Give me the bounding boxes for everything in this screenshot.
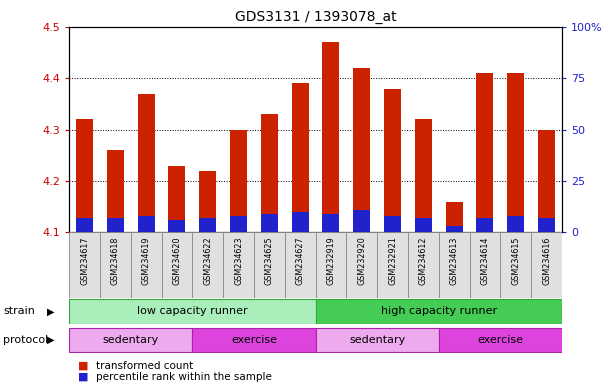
Text: exercise: exercise <box>477 335 523 345</box>
Text: GSM234620: GSM234620 <box>172 236 182 285</box>
Bar <box>291 212 308 232</box>
Bar <box>261 214 278 232</box>
Bar <box>353 68 370 232</box>
Bar <box>501 232 531 298</box>
Bar <box>261 114 278 232</box>
Bar <box>507 216 524 232</box>
Text: GSM234627: GSM234627 <box>296 236 305 285</box>
Text: GSM234612: GSM234612 <box>419 236 428 285</box>
Text: exercise: exercise <box>231 335 277 345</box>
Bar <box>223 232 254 298</box>
Text: GSM234614: GSM234614 <box>480 236 489 285</box>
Text: sedentary: sedentary <box>103 335 159 345</box>
Bar <box>408 232 439 298</box>
Bar <box>291 83 308 232</box>
Bar <box>192 328 316 353</box>
Bar <box>316 232 346 298</box>
Bar <box>69 328 192 353</box>
Text: low capacity runner: low capacity runner <box>137 306 248 316</box>
Bar <box>138 94 154 232</box>
Bar <box>538 218 555 232</box>
Bar <box>138 216 154 232</box>
Bar <box>316 328 439 353</box>
Bar <box>477 73 493 232</box>
Text: GSM234615: GSM234615 <box>511 236 520 285</box>
Bar <box>230 129 247 232</box>
Text: GSM232921: GSM232921 <box>388 236 397 285</box>
Bar <box>316 299 562 324</box>
Text: GSM234617: GSM234617 <box>80 236 89 285</box>
Bar <box>377 232 408 298</box>
Bar <box>323 214 340 232</box>
Bar <box>254 232 285 298</box>
Bar <box>168 220 185 232</box>
Text: sedentary: sedentary <box>349 335 405 345</box>
Text: GSM232920: GSM232920 <box>357 236 366 285</box>
Text: GSM234622: GSM234622 <box>203 236 212 285</box>
Text: percentile rank within the sample: percentile rank within the sample <box>96 372 272 382</box>
Bar <box>285 232 316 298</box>
Text: ■: ■ <box>78 361 88 371</box>
Bar <box>415 218 432 232</box>
Text: strain: strain <box>3 306 35 316</box>
Text: GSM234616: GSM234616 <box>542 236 551 285</box>
Bar <box>346 232 377 298</box>
Bar <box>538 129 555 232</box>
Bar <box>477 218 493 232</box>
Bar <box>415 119 432 232</box>
Bar <box>469 232 501 298</box>
Text: protocol: protocol <box>3 335 48 345</box>
Bar <box>230 216 247 232</box>
Bar <box>192 232 223 298</box>
Bar <box>439 232 469 298</box>
Text: ▶: ▶ <box>47 306 55 316</box>
Bar <box>446 226 463 232</box>
Bar <box>168 166 185 232</box>
Text: high capacity runner: high capacity runner <box>380 306 497 316</box>
Text: ▶: ▶ <box>47 335 55 345</box>
Bar <box>107 218 124 232</box>
Bar <box>107 150 124 232</box>
Bar <box>162 232 192 298</box>
Bar <box>200 170 216 232</box>
Text: ■: ■ <box>78 372 88 382</box>
Text: GSM232919: GSM232919 <box>326 236 335 285</box>
Text: GSM234625: GSM234625 <box>265 236 274 285</box>
Bar <box>531 232 562 298</box>
Text: GSM234618: GSM234618 <box>111 236 120 285</box>
Bar <box>69 299 316 324</box>
Text: GSM234619: GSM234619 <box>142 236 151 285</box>
Bar <box>76 218 93 232</box>
Bar <box>353 210 370 232</box>
Text: GDS3131 / 1393078_at: GDS3131 / 1393078_at <box>235 10 396 23</box>
Bar <box>446 202 463 232</box>
Text: GSM234623: GSM234623 <box>234 236 243 285</box>
Bar <box>76 119 93 232</box>
Bar <box>131 232 162 298</box>
Bar <box>384 216 401 232</box>
Text: GSM234613: GSM234613 <box>450 236 459 285</box>
Bar <box>384 88 401 232</box>
Bar <box>323 42 340 232</box>
Bar <box>100 232 131 298</box>
Bar <box>69 232 100 298</box>
Bar <box>507 73 524 232</box>
Bar <box>439 328 562 353</box>
Text: transformed count: transformed count <box>96 361 194 371</box>
Bar <box>200 218 216 232</box>
